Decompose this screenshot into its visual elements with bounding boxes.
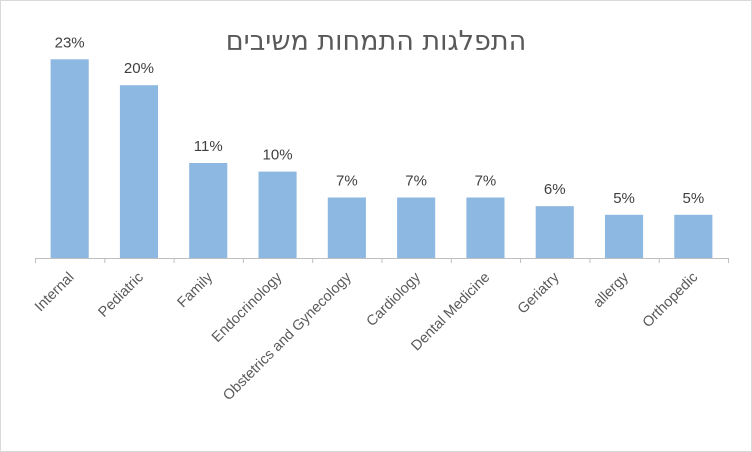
x-axis <box>35 258 729 263</box>
x-tick-label: Internal <box>32 270 78 316</box>
data-label: 6% <box>544 181 566 198</box>
bar-pediatric <box>119 85 159 258</box>
data-label: 11% <box>194 138 223 155</box>
bar-allergy <box>604 214 644 258</box>
data-label: 7% <box>336 173 358 190</box>
x-tick-label: Orthopedic <box>640 270 701 331</box>
data-label: 5% <box>613 190 635 207</box>
bar-family <box>189 162 228 258</box>
x-tick-label: Endocrinology <box>209 269 286 346</box>
x-tick-label: Family <box>175 269 217 311</box>
data-label: 7% <box>405 173 427 190</box>
x-tick-label: Obstetrics and Gynecology <box>220 269 355 404</box>
x-tick-label: Geriatry <box>515 269 563 317</box>
data-label: 5% <box>683 190 705 207</box>
data-label: 7% <box>475 173 497 190</box>
bars-group <box>50 59 713 258</box>
x-tick-label: allergy <box>590 269 632 311</box>
data-label: 10% <box>263 147 293 164</box>
x-tick-label: Cardiology <box>364 269 425 330</box>
bar-internal <box>50 59 89 258</box>
bar-geriatry <box>535 206 574 258</box>
bar-cardiology <box>397 197 436 258</box>
data-label: 23% <box>55 34 85 51</box>
chart-title: התפלגות התמחות משיבים <box>226 26 527 57</box>
bar-endocrinology <box>258 171 297 258</box>
data-labels-group: 23% 20% 11% 10% 7% 7% 7% 6% 5% 5% <box>55 34 705 207</box>
data-label: 20% <box>124 60 154 77</box>
bar-obstetrics-and-gynecology <box>327 197 366 258</box>
x-tick-label: Pediatric <box>96 270 147 321</box>
bar-orthopedic <box>674 214 713 258</box>
x-tick-labels-group: Internal Pediatric FamilyEndocrinologyObst… <box>32 269 701 404</box>
bar-dental-medicine <box>466 197 505 258</box>
